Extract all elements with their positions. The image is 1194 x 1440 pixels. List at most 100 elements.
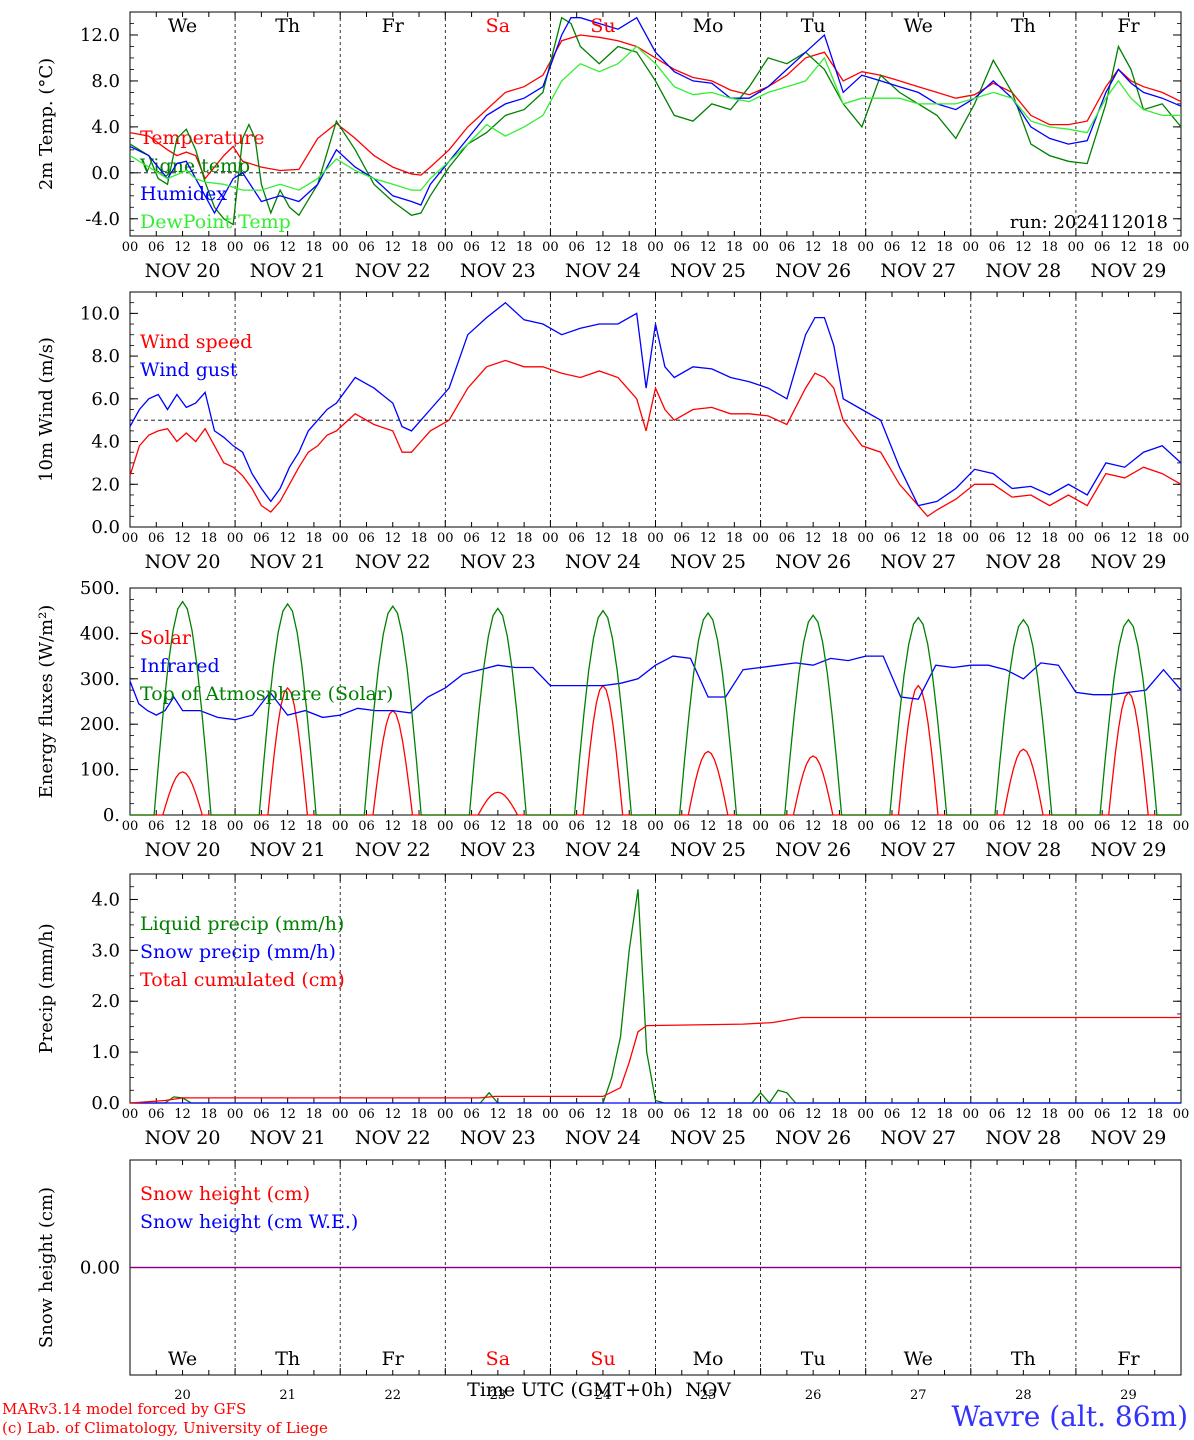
hour-tick-label: 06 — [463, 819, 480, 834]
hour-tick-label: 12 — [1015, 531, 1032, 546]
hour-tick-label: 06 — [253, 531, 270, 546]
hour-tick-label: 18 — [306, 531, 323, 546]
hour-tick-label: 18 — [411, 1107, 428, 1122]
y-tick-label: 2.0 — [91, 991, 120, 1012]
hour-tick-label: 00 — [542, 819, 559, 834]
hour-tick-label: 18 — [831, 531, 848, 546]
day-name-we: We — [904, 1348, 933, 1370]
date-label: NOV 23 — [460, 260, 536, 282]
series-line-vigne-temp — [129, 16, 1182, 226]
day-name-fr: Fr — [382, 1348, 405, 1370]
day-number: 22 — [384, 1388, 401, 1400]
hour-tick-label: 18 — [936, 240, 953, 255]
hour-tick-label: 06 — [463, 531, 480, 546]
hour-tick-label: 12 — [805, 1107, 822, 1122]
hour-tick-label: 06 — [779, 819, 796, 834]
day-number: 20 — [174, 1388, 191, 1400]
hour-tick-label: 12 — [174, 531, 191, 546]
hour-tick-label: 06 — [989, 240, 1006, 255]
hour-tick-label: 00 — [227, 240, 244, 255]
station-name: Wavre (alt. 86m) — [951, 1400, 1188, 1433]
y-tick-label: -4.0 — [85, 209, 120, 230]
hour-tick-label: 12 — [595, 819, 612, 834]
hour-tick-label: 06 — [989, 1107, 1006, 1122]
hour-tick-label: 00 — [752, 531, 769, 546]
day-name-th: Th — [275, 15, 300, 37]
hour-tick-label: 12 — [384, 531, 401, 546]
hour-tick-label: 12 — [384, 240, 401, 255]
date-label: NOV 23 — [460, 551, 536, 573]
hour-tick-label: 00 — [437, 531, 454, 546]
hour-tick-label: 06 — [779, 240, 796, 255]
model-credit: MARv3.14 model forced by GFS (c) Lab. of… — [2, 1400, 328, 1438]
hour-tick-label: 18 — [306, 819, 323, 834]
hour-tick-label: 18 — [1041, 531, 1058, 546]
hour-tick-label: 06 — [148, 1107, 165, 1122]
hour-tick-label: 18 — [201, 819, 218, 834]
hour-tick-label: 00 — [227, 1107, 244, 1122]
series-line-top-of-atmosphere-solar — [130, 600, 1181, 816]
date-label: NOV 21 — [250, 1127, 326, 1149]
day-number: 26 — [805, 1388, 822, 1400]
hour-tick-label: 12 — [490, 531, 507, 546]
hour-tick-label: 12 — [1015, 1107, 1032, 1122]
day-name-su: Su — [590, 1348, 615, 1370]
y-tick-label: 0.0 — [91, 1093, 120, 1114]
hour-tick-label: 18 — [726, 819, 743, 834]
hour-tick-label: 12 — [1120, 531, 1137, 546]
y-tick-label: 2.0 — [91, 474, 120, 495]
date-label: NOV 24 — [565, 839, 641, 861]
hour-tick-label: 06 — [148, 531, 165, 546]
date-label: NOV 24 — [565, 260, 641, 282]
date-label: NOV 25 — [670, 1127, 746, 1149]
date-label: NOV 27 — [880, 551, 956, 573]
date-label: NOV 28 — [985, 551, 1061, 573]
hour-tick-label: 18 — [831, 240, 848, 255]
hour-tick-label: 00 — [332, 819, 349, 834]
date-label: NOV 25 — [670, 260, 746, 282]
hour-tick-label: 18 — [411, 531, 428, 546]
hour-tick-label: 12 — [384, 819, 401, 834]
hour-tick-label: 12 — [595, 240, 612, 255]
day-number: 24 — [595, 1388, 612, 1400]
hour-tick-label: 00 — [332, 1107, 349, 1122]
series-line-dewpoint-temp — [129, 45, 1181, 191]
hour-tick-label: 00 — [752, 819, 769, 834]
legend-wind-gust: Wind gust — [140, 359, 238, 381]
hour-tick-label: 18 — [1041, 1107, 1058, 1122]
model-credit-line2: (c) Lab. of Climatology, University of L… — [2, 1419, 328, 1437]
hour-tick-label: 12 — [910, 819, 927, 834]
day-name-we: We — [168, 15, 197, 37]
hour-tick-label: 00 — [1173, 531, 1190, 546]
hour-tick-label: 00 — [963, 1107, 980, 1122]
date-label: NOV 27 — [880, 260, 956, 282]
date-label: NOV 22 — [355, 839, 431, 861]
hour-tick-label: 00 — [332, 531, 349, 546]
hour-tick-label: 00 — [1173, 240, 1190, 255]
hour-tick-label: 06 — [1094, 531, 1111, 546]
hour-tick-label: 18 — [1041, 819, 1058, 834]
date-label: NOV 26 — [775, 1127, 851, 1149]
hour-tick-label: 06 — [884, 1107, 901, 1122]
hour-tick-label: 12 — [279, 1107, 296, 1122]
hour-tick-label: 06 — [358, 819, 375, 834]
hour-tick-label: 18 — [516, 819, 533, 834]
y-tick-label: 8.0 — [91, 346, 120, 367]
hour-tick-label: 06 — [674, 1107, 691, 1122]
y-tick-label: 4.0 — [91, 432, 120, 453]
hour-tick-label: 00 — [963, 531, 980, 546]
date-label: NOV 29 — [1091, 839, 1167, 861]
hour-tick-label: 00 — [437, 240, 454, 255]
y-tick-label: 0.00 — [80, 1258, 120, 1279]
hour-tick-label: 12 — [805, 819, 822, 834]
day-name-we: We — [168, 1348, 197, 1370]
hour-tick-label: 06 — [674, 240, 691, 255]
hour-tick-label: 00 — [227, 531, 244, 546]
hour-tick-label: 06 — [568, 531, 585, 546]
hour-tick-label: 00 — [1068, 240, 1085, 255]
hour-tick-label: 06 — [884, 819, 901, 834]
panel-5: 0.00 Snow height (cm) Snow height (cm) Snow… — [36, 1159, 1182, 1400]
hour-tick-label: 18 — [726, 240, 743, 255]
hour-tick-label: 00 — [122, 531, 139, 546]
day-name-mo: Mo — [693, 1348, 724, 1370]
